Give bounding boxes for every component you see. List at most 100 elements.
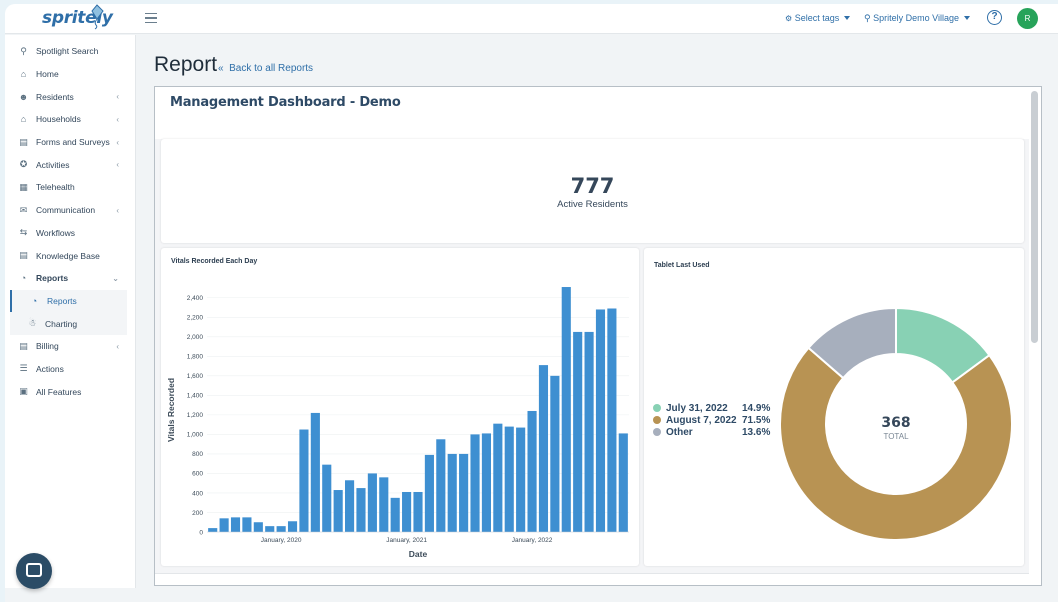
y-tick-label: 1,600 — [187, 373, 204, 380]
legend-percent: 13.6% — [742, 427, 771, 438]
search-icon: ⚲ — [20, 45, 27, 56]
bar[interactable] — [595, 309, 606, 532]
bar[interactable] — [584, 331, 594, 532]
sidebar-item-forms-and-surveys[interactable]: ▤ Forms and Surveys ‹ — [5, 131, 135, 154]
bar[interactable] — [607, 308, 617, 532]
vitals-bar-chart: 0 200 400 600 800 1,000 1,200 1,400 1,600 1,800 2,… — [166, 287, 629, 559]
donut-slice[interactable] — [779, 346, 1013, 541]
sidebar-item-knowledge-base[interactable]: ▤ Knowledge Base — [5, 244, 135, 267]
legend-swatch — [653, 416, 661, 424]
sidebar-subitem-reports[interactable]: ◔ Reports — [10, 289, 127, 313]
legend-label: July 31, 2022 — [666, 403, 728, 414]
bar[interactable] — [367, 473, 377, 532]
bar[interactable] — [527, 410, 537, 532]
telehealth-icon: ▦ — [19, 181, 28, 192]
sidebar-item-billing[interactable]: ▤ Billing ‹ — [5, 335, 135, 358]
bar[interactable] — [481, 433, 491, 532]
sidebar-item-label: Actions — [36, 363, 64, 374]
report-frame: Management Dashboard - Demo 777 Active R… — [154, 86, 1042, 586]
help-icon[interactable]: ? — [987, 10, 1002, 25]
sidebar-item-label: All Features — [36, 386, 82, 397]
sidebar-item-reports[interactable]: ◔ Reports ⌄ — [5, 267, 135, 290]
bar[interactable] — [345, 480, 355, 532]
bar[interactable] — [402, 491, 412, 532]
bar[interactable] — [436, 439, 446, 532]
bar[interactable] — [379, 477, 389, 532]
dashboard-header — [155, 87, 1029, 139]
menu-toggle-button[interactable] — [145, 13, 157, 23]
sidebar-item-label: Knowledge Base — [36, 250, 100, 261]
chevron-left-icon: ‹ — [116, 341, 119, 351]
sidebar-item-residents[interactable]: ☻ Residents ‹ — [5, 85, 135, 108]
bar[interactable] — [470, 434, 480, 532]
x-tick-label: January, 2020 — [261, 537, 302, 544]
y-tick-label: 2,000 — [187, 334, 204, 341]
bar[interactable] — [322, 464, 332, 532]
bar[interactable] — [413, 491, 423, 532]
bar[interactable] — [208, 528, 218, 532]
bar[interactable] — [561, 287, 571, 532]
y-tick-label: 200 — [192, 510, 203, 517]
bar[interactable] — [276, 526, 286, 532]
sidebar-item-households[interactable]: ⌂ Households ‹ — [5, 108, 135, 131]
legend-item[interactable]: August 7, 2022 71.5% — [653, 415, 770, 426]
bar[interactable] — [573, 331, 583, 532]
bar[interactable] — [424, 454, 434, 532]
bar[interactable] — [618, 433, 628, 532]
legend-label: August 7, 2022 — [666, 415, 737, 426]
sidebar-item-home[interactable]: ⌂ Home — [5, 63, 135, 86]
sidebar-item-label: Communication — [36, 205, 96, 216]
legend-percent: 71.5% — [742, 415, 771, 426]
bar[interactable] — [265, 526, 275, 532]
select-tags-label: Select tags — [794, 13, 840, 23]
bar[interactable] — [459, 453, 469, 532]
kite-logo-icon — [91, 4, 104, 30]
report-scrollbar[interactable] — [1031, 91, 1038, 343]
bar[interactable] — [504, 426, 514, 532]
sidebar-item-spotlight-search[interactable]: ⚲ Spotlight Search — [5, 40, 135, 63]
avatar[interactable]: R — [1017, 8, 1038, 29]
home-icon: ⌂ — [20, 69, 27, 80]
bar[interactable] — [219, 518, 229, 532]
bar[interactable] — [356, 488, 366, 532]
sidebar-item-actions[interactable]: ☰ Actions — [5, 358, 135, 381]
bar[interactable] — [538, 365, 549, 532]
bar[interactable] — [493, 423, 503, 532]
legend-item[interactable]: Other 13.6% — [653, 427, 770, 438]
bar[interactable] — [230, 517, 241, 532]
sidebar-item-communication[interactable]: ✉ Communication ‹ — [5, 199, 135, 222]
legend-item[interactable]: July 31, 2022 14.9% — [653, 403, 770, 414]
bar[interactable] — [299, 429, 309, 532]
back-to-reports-link[interactable]: « Back to all Reports — [218, 63, 314, 74]
donut-total-label: TOTAL — [883, 432, 909, 441]
bar[interactable] — [333, 490, 343, 532]
dashboard-title: Management Dashboard - Demo — [170, 95, 401, 110]
sidebar-item-all-features[interactable]: ▣ All Features — [5, 380, 135, 403]
chevron-down-icon: ⌄ — [112, 273, 119, 283]
house-icon: ⌂ — [20, 114, 27, 125]
chevron-left-icon: ‹ — [116, 205, 119, 215]
y-tick-label: 1,800 — [187, 354, 204, 361]
sidebar-subitem-charting[interactable]: ☃ Charting — [10, 312, 127, 335]
y-axis-title: Vitals Recorded — [166, 378, 176, 442]
y-tick-label: 800 — [192, 451, 203, 458]
sidebar-item-activities[interactable]: ✪ Activities ‹ — [5, 153, 135, 176]
donut-slice[interactable] — [807, 306, 897, 380]
village-dropdown[interactable]: ⚲ Spritely Demo Village — [864, 13, 970, 24]
select-tags-dropdown[interactable]: ⚙ Select tags — [785, 13, 851, 23]
bar[interactable] — [287, 521, 298, 532]
chat-icon — [26, 563, 42, 577]
location-pin-icon: ⚲ — [864, 13, 871, 23]
bar[interactable] — [390, 497, 400, 532]
bar[interactable] — [310, 412, 320, 532]
sidebar-item-workflows[interactable]: ⇆ Workflows — [5, 222, 135, 245]
back-link-label: Back to all Reports — [229, 63, 314, 74]
y-tick-label: 2,400 — [187, 295, 204, 302]
bar[interactable] — [516, 427, 526, 532]
bar[interactable] — [447, 453, 457, 532]
chat-launcher-button[interactable] — [16, 553, 52, 589]
bar[interactable] — [550, 375, 560, 532]
sidebar-item-telehealth[interactable]: ▦ Telehealth — [5, 176, 135, 199]
bar[interactable] — [253, 522, 263, 532]
bar[interactable] — [242, 517, 252, 532]
